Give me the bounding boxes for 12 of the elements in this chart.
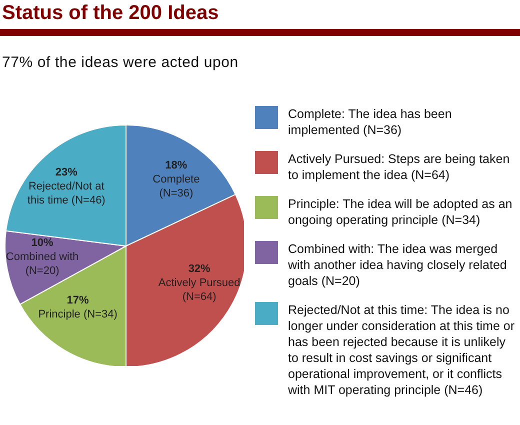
data-label: 17% Principle (N=34) [38, 294, 118, 321]
data-label: 32% Actively Pursued (N=64) [158, 263, 240, 304]
data-label: 23% Rejected/Not at this time (N=46) [27, 166, 106, 207]
chart-title: Status of the 200 Ideas [2, 2, 219, 25]
legend-label: Principle: The idea will be adopted as an ongoing operating principle (N=34) [288, 196, 514, 228]
data-label: 10% Combined with (N=20) [6, 237, 79, 278]
legend-label: Complete: The idea has been implemented (N=36) [288, 106, 453, 138]
chart-subtitle: 77% of the ideas were acted upon [2, 54, 238, 71]
legend-label: Actively Pursued: Steps are being taken to implement the idea (N=64) [288, 151, 511, 183]
data-label: 18% Complete (N=36) [152, 160, 200, 200]
legend-label: Rejected/Not at this time: The idea is no longer under consideration at this time or has been rejected because it is unlikely to result in cost savings or significant operational improvement, or it conflicts with MIT operating principle (N=46) [288, 302, 516, 398]
legend-label: Combined with: The idea was merged with another idea having closely related goals (N=20) [288, 241, 508, 289]
